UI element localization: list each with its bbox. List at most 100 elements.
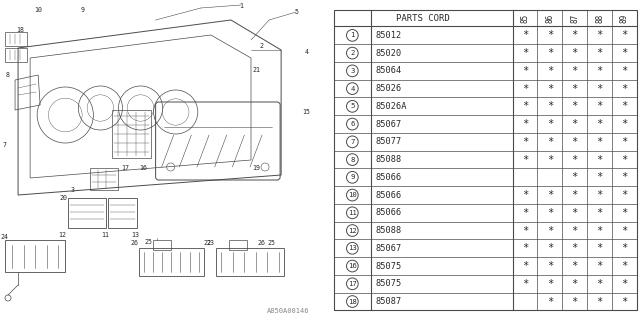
Text: *: * <box>596 30 603 40</box>
Text: 85064: 85064 <box>376 66 402 75</box>
Text: *: * <box>596 137 603 147</box>
Text: PARTS CORD: PARTS CORD <box>396 13 450 22</box>
Bar <box>216 248 284 276</box>
Text: 86: 86 <box>545 13 554 23</box>
Text: 15: 15 <box>302 109 310 115</box>
Text: *: * <box>621 66 627 76</box>
Text: *: * <box>572 137 578 147</box>
Text: *: * <box>572 155 578 164</box>
Text: *: * <box>572 279 578 289</box>
Bar <box>229 240 247 250</box>
Text: *: * <box>522 155 528 164</box>
Bar <box>5 240 65 272</box>
Text: *: * <box>596 155 603 164</box>
Text: *: * <box>621 243 627 253</box>
Bar <box>108 198 136 228</box>
Text: 85066: 85066 <box>376 173 402 182</box>
Text: *: * <box>522 137 528 147</box>
Text: 22: 22 <box>204 240 212 246</box>
Text: *: * <box>547 119 553 129</box>
Text: *: * <box>621 84 627 94</box>
Text: 5: 5 <box>350 103 355 109</box>
Text: *: * <box>572 297 578 307</box>
Bar <box>138 248 204 276</box>
Text: *: * <box>547 208 553 218</box>
Text: *: * <box>621 101 627 111</box>
Text: *: * <box>621 261 627 271</box>
Text: *: * <box>596 84 603 94</box>
Text: *: * <box>596 190 603 200</box>
Bar <box>5 32 27 46</box>
Text: 85066: 85066 <box>376 191 402 200</box>
Text: *: * <box>547 155 553 164</box>
Text: 85026: 85026 <box>376 84 402 93</box>
Text: 85067: 85067 <box>376 120 402 129</box>
Text: *: * <box>522 48 528 58</box>
Text: 85020: 85020 <box>376 49 402 58</box>
Text: 11: 11 <box>348 210 356 216</box>
Text: *: * <box>572 84 578 94</box>
Text: 23: 23 <box>207 240 215 246</box>
Text: *: * <box>522 84 528 94</box>
Text: 8: 8 <box>350 156 355 163</box>
Text: 89: 89 <box>620 13 629 23</box>
Text: 85026A: 85026A <box>376 102 407 111</box>
Text: *: * <box>522 243 528 253</box>
Text: *: * <box>596 172 603 182</box>
Text: *: * <box>572 243 578 253</box>
Text: *: * <box>596 243 603 253</box>
Text: *: * <box>522 279 528 289</box>
Text: 10: 10 <box>34 7 42 13</box>
Text: 1: 1 <box>350 32 355 38</box>
Text: *: * <box>596 279 603 289</box>
Text: *: * <box>572 66 578 76</box>
Text: 85067: 85067 <box>376 244 402 253</box>
Text: *: * <box>621 190 627 200</box>
Text: 2: 2 <box>259 43 263 49</box>
Text: 85075: 85075 <box>376 279 402 288</box>
Text: *: * <box>621 297 627 307</box>
Text: *: * <box>596 101 603 111</box>
Bar <box>5 48 27 62</box>
Text: 26: 26 <box>131 240 138 246</box>
Bar <box>90 168 118 190</box>
Text: *: * <box>572 101 578 111</box>
Text: 4: 4 <box>304 49 308 55</box>
Text: *: * <box>547 226 553 236</box>
Text: *: * <box>547 84 553 94</box>
Text: 2: 2 <box>350 50 355 56</box>
Text: *: * <box>547 297 553 307</box>
Text: 19: 19 <box>252 165 260 171</box>
Text: *: * <box>572 261 578 271</box>
Text: 10: 10 <box>348 192 356 198</box>
Text: *: * <box>522 190 528 200</box>
Text: *: * <box>522 30 528 40</box>
Text: 1: 1 <box>239 3 243 9</box>
Text: *: * <box>522 101 528 111</box>
Text: A850A00146: A850A00146 <box>267 308 309 314</box>
Text: *: * <box>547 48 553 58</box>
Text: 26: 26 <box>257 240 265 246</box>
Text: *: * <box>547 243 553 253</box>
Text: *: * <box>572 226 578 236</box>
Text: 17: 17 <box>122 165 129 171</box>
Text: 12: 12 <box>348 228 356 234</box>
Text: *: * <box>621 172 627 182</box>
Text: 3: 3 <box>70 187 74 193</box>
Text: 17: 17 <box>348 281 356 287</box>
Text: *: * <box>596 261 603 271</box>
Text: 20: 20 <box>60 195 67 201</box>
Text: *: * <box>572 119 578 129</box>
Text: *: * <box>547 137 553 147</box>
Text: *: * <box>621 155 627 164</box>
Text: 85012: 85012 <box>376 31 402 40</box>
Text: 18: 18 <box>16 27 24 33</box>
Text: 12: 12 <box>58 232 67 238</box>
Text: *: * <box>547 101 553 111</box>
Text: 13: 13 <box>132 232 140 238</box>
Text: 88: 88 <box>595 13 604 23</box>
Text: *: * <box>522 261 528 271</box>
Text: *: * <box>621 279 627 289</box>
Text: *: * <box>596 119 603 129</box>
Text: *: * <box>621 48 627 58</box>
